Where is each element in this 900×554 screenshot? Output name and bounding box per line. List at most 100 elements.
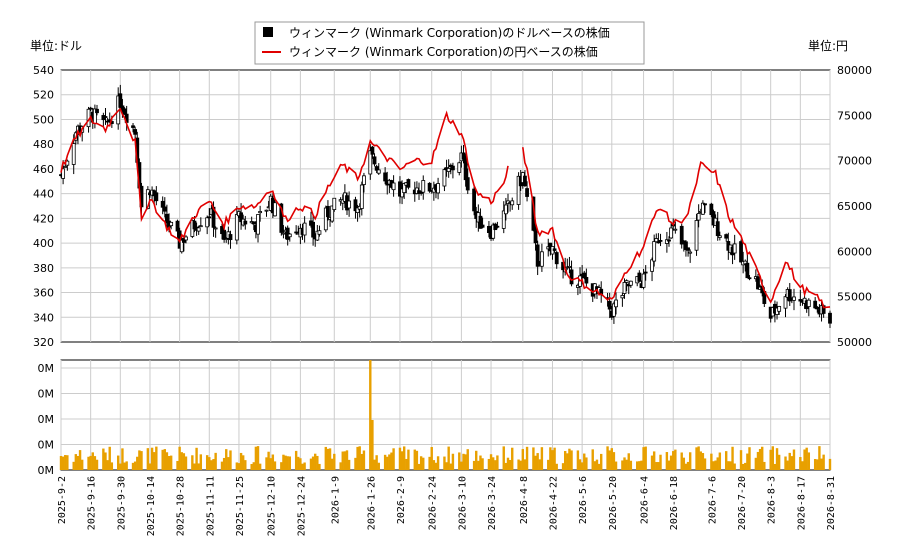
volume-bar [87, 456, 90, 470]
volume-bar [451, 453, 455, 470]
volume-bar [80, 459, 84, 470]
left-tick-label: 320 [33, 336, 54, 349]
volume-bar [138, 450, 141, 470]
candle-body [696, 213, 701, 221]
candle-body [637, 272, 642, 282]
volume-bar [176, 460, 179, 470]
volume-bar [638, 461, 641, 470]
candle-body [516, 175, 521, 205]
candle-body [368, 150, 373, 175]
volume-bar [621, 460, 624, 470]
candle-body [184, 236, 188, 241]
volume-bar [148, 463, 152, 470]
right-tick-label: 80000 [837, 64, 872, 77]
volume-bar [758, 448, 762, 470]
volume-bar [220, 461, 224, 470]
volume-bar [519, 460, 522, 470]
candle-body [539, 251, 544, 267]
candle-body [169, 221, 174, 227]
volume-bar [561, 463, 565, 470]
volume-bar [267, 451, 270, 470]
volume-bar [140, 451, 143, 470]
right-tick-label: 70000 [837, 155, 872, 168]
volume-bar [657, 462, 660, 470]
volume-bar [280, 462, 283, 470]
candle-body [294, 231, 299, 234]
volume-bar [388, 454, 391, 470]
candle-body [145, 189, 150, 209]
x-tick-label: 2025-10-14 [146, 476, 157, 536]
candle-body [347, 200, 352, 209]
volume-bar [309, 458, 313, 470]
volume-bar [792, 449, 796, 470]
volume-bar [222, 457, 226, 470]
volume-bar [799, 457, 802, 470]
volume-bar [383, 454, 387, 470]
volume-bar [754, 457, 758, 470]
volume-bar [161, 449, 164, 470]
volume-bar [108, 446, 111, 470]
x-tick-label: 2025-11-25 [235, 476, 246, 536]
volume-bar [511, 447, 514, 470]
candle-body [622, 281, 627, 294]
candle-body [747, 277, 752, 280]
candle-body [281, 232, 286, 235]
volume-bar [61, 456, 65, 470]
candle-body [777, 306, 782, 312]
volume-bar [642, 447, 645, 470]
volume-bar [282, 454, 285, 470]
left-axis-ticks: 540 520 500 480 460 440 420 400 380 360 340 320 [33, 64, 54, 349]
candle-body [251, 221, 256, 225]
candle-body [370, 146, 375, 155]
volume-bar [479, 455, 482, 470]
volume-bar [629, 460, 633, 470]
volume-bar [667, 460, 671, 470]
volume-bar [724, 451, 728, 470]
x-tick-label: 2026-2-9 [396, 476, 407, 524]
left-tick-label: 360 [33, 287, 54, 300]
volume-bar [684, 463, 688, 470]
candle-body [279, 203, 284, 233]
x-tick-label: 2026-8-17 [796, 476, 807, 530]
volume-bar [636, 461, 639, 470]
volume-bar [428, 456, 431, 470]
volume-bar [64, 455, 67, 470]
volume-bar [432, 460, 436, 470]
volume-bar [820, 458, 823, 470]
candle-body [323, 207, 328, 231]
volume-bar [748, 447, 751, 470]
candle-body [402, 183, 407, 193]
candle-body [391, 182, 396, 191]
volume-bar [93, 456, 97, 470]
volume-bar [549, 447, 552, 470]
candle-body [175, 220, 180, 232]
volume-bar [297, 456, 300, 470]
volume-bar [375, 455, 378, 470]
candle-body [162, 206, 167, 212]
volume-bar [167, 456, 171, 470]
price-plot-frame [60, 69, 831, 343]
volume-bar [547, 459, 550, 470]
x-tick-label: 2026-8-3 [767, 476, 778, 524]
volume-bar [608, 450, 611, 470]
x-tick-label: 2026-7-6 [707, 476, 718, 524]
candle-body [491, 224, 496, 239]
volume-bar [155, 446, 158, 470]
volume-bar [566, 453, 569, 470]
right-tick-label: 60000 [837, 245, 872, 258]
candle-body [417, 190, 421, 194]
volume-bar [314, 453, 317, 470]
volume-bar [576, 450, 580, 470]
volume-bar [828, 458, 832, 470]
candle-body [419, 192, 424, 194]
volume-bar [286, 456, 289, 470]
volume-bar [133, 461, 137, 470]
volume-bar [360, 453, 364, 470]
volume-tick-label: 0M [38, 362, 55, 375]
volume-bar [227, 457, 230, 470]
jpy-series-line [60, 107, 509, 244]
volume-bar [89, 455, 92, 470]
candle-body [95, 108, 99, 114]
volume-bar [523, 459, 527, 470]
candle-body [815, 306, 820, 310]
